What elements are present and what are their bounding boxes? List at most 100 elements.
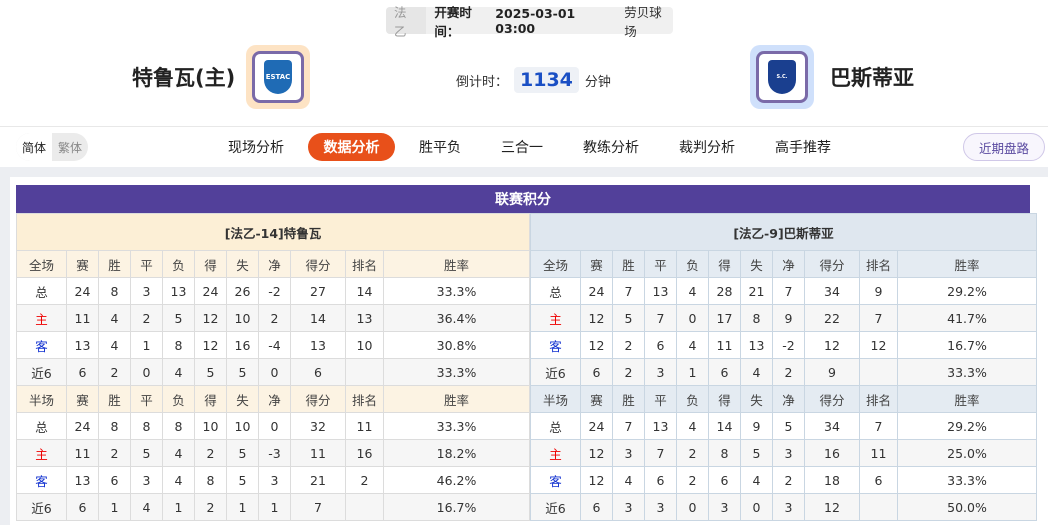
table-cell: -3 xyxy=(258,439,291,467)
half-header-row: 半场赛胜平负得失净得分 排名 胜率 xyxy=(16,385,530,413)
table-cell: 6 xyxy=(98,466,131,494)
table-cell: 36.4% xyxy=(383,304,530,332)
tab-win-draw-lose[interactable]: 胜平负 xyxy=(419,140,461,156)
table-cell: 11 xyxy=(66,304,99,332)
tab-referee-analysis[interactable]: 裁判分析 xyxy=(679,140,735,156)
column-header: 得分 xyxy=(804,385,860,413)
table-cell: 7 xyxy=(612,277,645,305)
column-header: 负 xyxy=(676,385,709,413)
table-cell: 3 xyxy=(130,466,163,494)
column-header: 胜 xyxy=(612,250,645,278)
row-label: 近6 xyxy=(16,358,67,386)
table-cell: 2 xyxy=(612,358,645,386)
column-header: 得分 xyxy=(804,250,860,278)
table-cell: 32 xyxy=(290,412,346,440)
tab-data-analysis[interactable]: 数据分析 xyxy=(308,133,395,161)
table-cell: 1 xyxy=(226,493,259,521)
table-cell: 4 xyxy=(98,331,131,359)
table-row: 总 24 7 13 4 28 21 7 34 9 29.2% xyxy=(530,277,1037,305)
table-cell: 5 xyxy=(162,304,195,332)
table-cell xyxy=(859,493,898,521)
tab-live-analysis[interactable]: 现场分析 xyxy=(228,140,284,156)
table-cell: 3 xyxy=(612,493,645,521)
table-cell: 10 xyxy=(226,412,259,440)
column-header: 排名 xyxy=(859,250,898,278)
table-cell: 4 xyxy=(162,439,195,467)
table-cell: -4 xyxy=(258,331,291,359)
table-cell: 8 xyxy=(98,277,131,305)
table-cell: 9 xyxy=(772,304,805,332)
countdown-value: 1134 xyxy=(514,67,579,93)
table-cell: 6 xyxy=(66,493,99,521)
away-team-name: 巴斯蒂亚 xyxy=(830,66,914,90)
row-label: 客 xyxy=(530,466,581,494)
tab-expert-picks[interactable]: 高手推荐 xyxy=(775,140,831,156)
table-cell: 7 xyxy=(644,304,677,332)
half-header-row: 半场赛胜平负得失净得分 排名 胜率 xyxy=(530,385,1037,413)
table-cell: 3 xyxy=(772,439,805,467)
table-cell: 12 xyxy=(194,331,227,359)
table-cell: 2 xyxy=(772,358,805,386)
table-cell: 18.2% xyxy=(383,439,530,467)
table-cell: -2 xyxy=(258,277,291,305)
table-row: 近6 6 2 3 1 6 4 2 9 33.3% xyxy=(530,358,1037,386)
table-cell: 1 xyxy=(258,493,291,521)
table-cell: 3 xyxy=(772,493,805,521)
column-header: 净 xyxy=(258,250,291,278)
column-header: 得 xyxy=(194,250,227,278)
table-row: 近6 6 1 4 1 2 1 1 7 16.7% xyxy=(16,493,530,521)
table-row: 主 11 2 5 4 2 5 -3 11 16 18.2% xyxy=(16,439,530,467)
simplified-button[interactable]: 简体 xyxy=(16,133,53,161)
table-cell: 29.2% xyxy=(897,412,1037,440)
countdown: 倒计时： 1134 分钟 xyxy=(456,67,611,93)
row-label: 近6 xyxy=(16,493,67,521)
table-cell: 1 xyxy=(162,493,195,521)
table-cell: 8 xyxy=(740,304,773,332)
table-cell: 8 xyxy=(708,439,741,467)
table-cell: 2 xyxy=(194,493,227,521)
table-cell: 2 xyxy=(772,466,805,494)
recent-handicap-button[interactable]: 近期盘路 xyxy=(963,133,1045,161)
table-cell: 27 xyxy=(290,277,346,305)
table-cell: 3 xyxy=(644,358,677,386)
table-cell: 4 xyxy=(98,304,131,332)
language-toggle[interactable]: 简体 繁体 xyxy=(16,133,89,161)
table-cell: 26 xyxy=(226,277,259,305)
traditional-button[interactable]: 繁体 xyxy=(58,140,83,155)
table-cell: 41.7% xyxy=(897,304,1037,332)
table-cell xyxy=(345,493,384,521)
team-title: [法乙-14]特鲁瓦 xyxy=(16,213,530,251)
tab-coach-analysis[interactable]: 教练分析 xyxy=(583,140,639,156)
row-label: 主 xyxy=(530,304,581,332)
row-label: 主 xyxy=(530,439,581,467)
table-cell: 2 xyxy=(676,439,709,467)
tab-three-in-one[interactable]: 三合一 xyxy=(501,140,543,156)
table-cell: 4 xyxy=(162,358,195,386)
table-cell: 7 xyxy=(772,277,805,305)
table-cell: 2 xyxy=(258,304,291,332)
column-header: 平 xyxy=(644,250,677,278)
table-cell: 0 xyxy=(258,412,291,440)
venue: 劳贝球场 xyxy=(624,4,662,39)
row-label: 近6 xyxy=(530,493,581,521)
table-row: 总 24 7 13 4 14 9 5 34 7 29.2% xyxy=(530,412,1037,440)
table-cell: 8 xyxy=(98,412,131,440)
table-cell: 10 xyxy=(345,331,384,359)
table-cell: 12 xyxy=(580,304,613,332)
table-cell: 4 xyxy=(676,412,709,440)
table-cell: 6 xyxy=(66,358,99,386)
table-cell: 2 xyxy=(676,466,709,494)
column-header: 负 xyxy=(162,250,195,278)
table-cell: 5 xyxy=(226,466,259,494)
table-cell: 6 xyxy=(580,493,613,521)
table-cell: 34 xyxy=(804,412,860,440)
column-header: 得分 xyxy=(290,385,346,413)
kickoff-label: 开赛时间： xyxy=(434,4,472,39)
column-header: 净 xyxy=(772,385,805,413)
table-cell: 13 xyxy=(66,466,99,494)
table-cell: 2 xyxy=(130,304,163,332)
table-cell: 8 xyxy=(194,466,227,494)
row-label: 客 xyxy=(530,331,581,359)
table-row: 客 12 2 6 4 11 13 -2 12 12 16.7% xyxy=(530,331,1037,359)
table-cell: 11 xyxy=(345,412,384,440)
